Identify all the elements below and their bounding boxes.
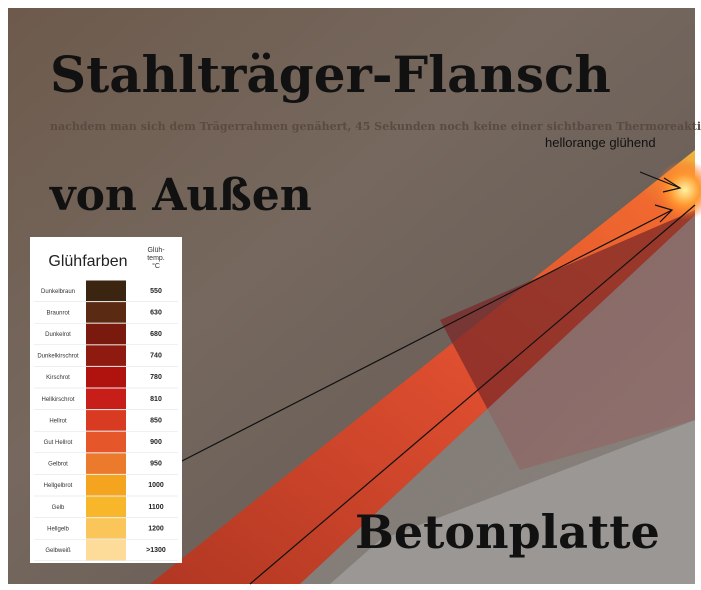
title: Stahlträger-Flansch [50,45,611,104]
color-name: Kirschrot [46,375,70,381]
color-name: Hellrot [49,418,67,424]
table-title: Glühfarben [48,253,127,270]
color-swatch [86,518,126,539]
subtitle: nachdem man sich dem Trägerrahmen genähe… [50,120,701,133]
temp-header: temp. [147,255,165,262]
glow-table: Glühfarben Glüh-temp.°C Dunkelbraun 550 Bra… [30,237,182,563]
temperature: 740 [150,353,162,360]
color-name: Dunkelrot [45,332,71,338]
annotation: hellorange glühend [545,135,656,150]
color-swatch [86,432,126,453]
temperature: 680 [150,331,162,338]
color-swatch [86,497,126,518]
color-swatch [86,281,126,302]
color-swatch [86,302,126,323]
temperature: 900 [150,439,162,446]
bottom-label: Betonplatte [355,505,660,559]
color-name: Gelbrot [48,462,68,468]
temperature: 1200 [148,525,164,532]
color-swatch [86,389,126,410]
color-swatch [86,324,126,345]
color-name: Hellkirschrot [41,397,74,403]
color-name: Dunkelbraun [41,289,75,295]
color-name: Dunkelkirschrot [37,354,79,360]
temperature: 950 [150,461,162,468]
color-swatch [86,367,126,388]
temperature: 780 [150,374,162,381]
photo: Stahlträger-Flansch nachdem man sich dem… [0,0,701,590]
color-name: Gelbweiß [45,548,71,554]
temp-header: °C [152,262,160,270]
temperature: 550 [150,288,162,295]
temp-header: Glüh- [147,247,165,254]
color-swatch [86,453,126,474]
color-swatch [86,540,126,561]
page: Stahlträger-Flansch nachdem man sich dem… [0,0,701,590]
color-name: Gut Hellrot [44,440,73,446]
temperature: 1100 [148,504,163,511]
temperature: 1000 [148,482,164,489]
color-name: Gelb [52,505,65,511]
color-swatch [86,475,126,496]
temperature: 810 [150,396,162,403]
temperature: >1300 [146,547,166,554]
heading: von Außen [49,170,312,221]
temperature: 630 [150,309,162,316]
color-name: Hellgelb [47,526,69,532]
temperature: 850 [150,417,162,424]
color-swatch [86,410,126,431]
color-swatch [86,345,126,366]
color-name: Hellgelbrot [44,483,73,489]
color-name: Braunrot [46,310,69,316]
